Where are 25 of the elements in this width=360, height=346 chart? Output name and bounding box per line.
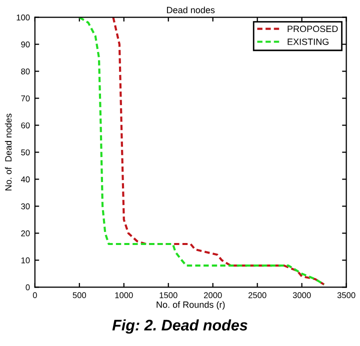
y-tick-label: 60 xyxy=(21,122,30,128)
text: Fig: 2. Dead nodes xyxy=(112,319,248,334)
y-tick-label: 70 xyxy=(21,95,30,102)
x-axis-title: No. of Rounds (r) xyxy=(156,301,225,310)
x-tick-label: 0 xyxy=(32,292,37,298)
chart-title: Dead nodes xyxy=(167,6,215,14)
y-tick-label: 50 xyxy=(21,149,30,156)
y-tick-label: 40 xyxy=(20,176,30,182)
legend-label: PROPOSED xyxy=(288,26,338,32)
x-tick-label: 1000 xyxy=(115,292,133,298)
x-tick-label: 1500 xyxy=(160,292,178,298)
y-tick-label: 20 xyxy=(21,230,30,236)
y-axis-title: No. of Dead nodes xyxy=(4,114,12,190)
y-tick-label: 30 xyxy=(21,203,30,210)
x-tick-label: 3000 xyxy=(292,292,311,298)
y-tick-label: 90 xyxy=(21,41,30,48)
y-tick-label: 0 xyxy=(26,284,30,290)
x-tick-label: 500 xyxy=(72,292,86,298)
y-tick-label: 100 xyxy=(16,14,30,20)
x-tick-label: 3500 xyxy=(337,292,356,298)
legend-label: EXISTING xyxy=(288,38,328,45)
x-tick-label: 2000 xyxy=(204,292,222,298)
y-tick-label: 10 xyxy=(21,257,30,264)
y-tick-label: 80 xyxy=(21,68,30,74)
x-tick-label: 2500 xyxy=(248,292,266,298)
